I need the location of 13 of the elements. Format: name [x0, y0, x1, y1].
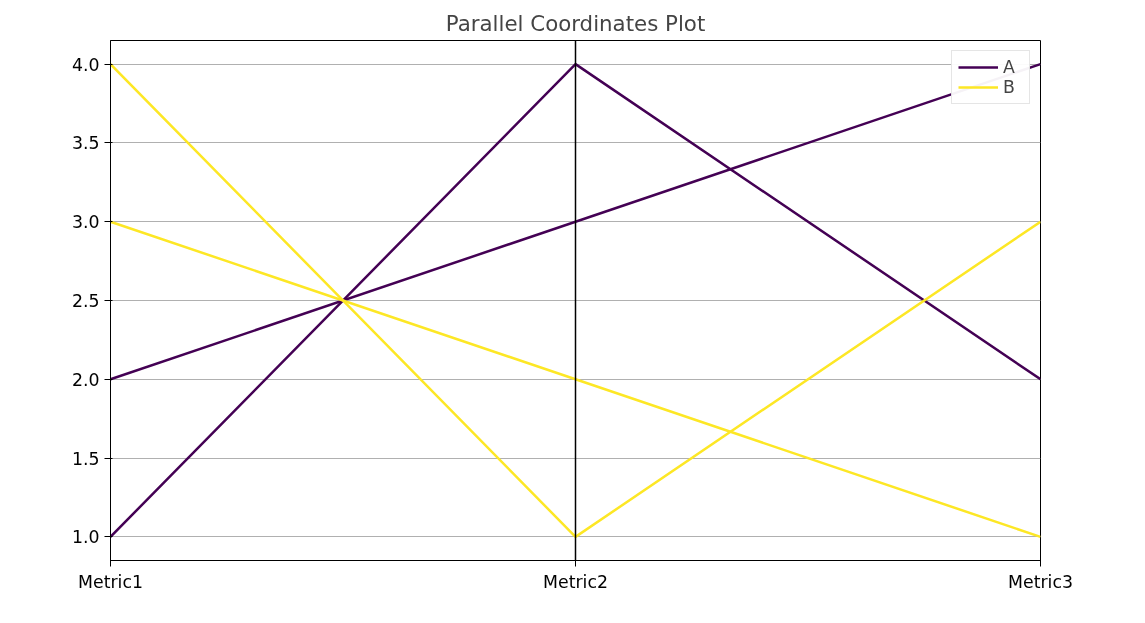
- legend-label: A: [1003, 57, 1016, 77]
- x-tick-label: Metric2: [543, 571, 608, 592]
- x-tick-label: Metric1: [78, 571, 143, 592]
- x-tick-label: Metric3: [1008, 571, 1073, 592]
- chart-title: Parallel Coordinates Plot: [445, 10, 706, 36]
- y-tick-label: 2.0: [71, 369, 100, 390]
- y-tick-label: 1.5: [71, 448, 100, 469]
- y-tick-label: 3.0: [71, 212, 100, 233]
- y-tick-label: 2.5: [71, 291, 100, 311]
- legend-label: B: [1003, 77, 1016, 97]
- y-tick-label: 3.5: [71, 133, 100, 154]
- y-tick-label: 1.0: [71, 527, 100, 548]
- y-tick-label: 4.0: [71, 54, 100, 75]
